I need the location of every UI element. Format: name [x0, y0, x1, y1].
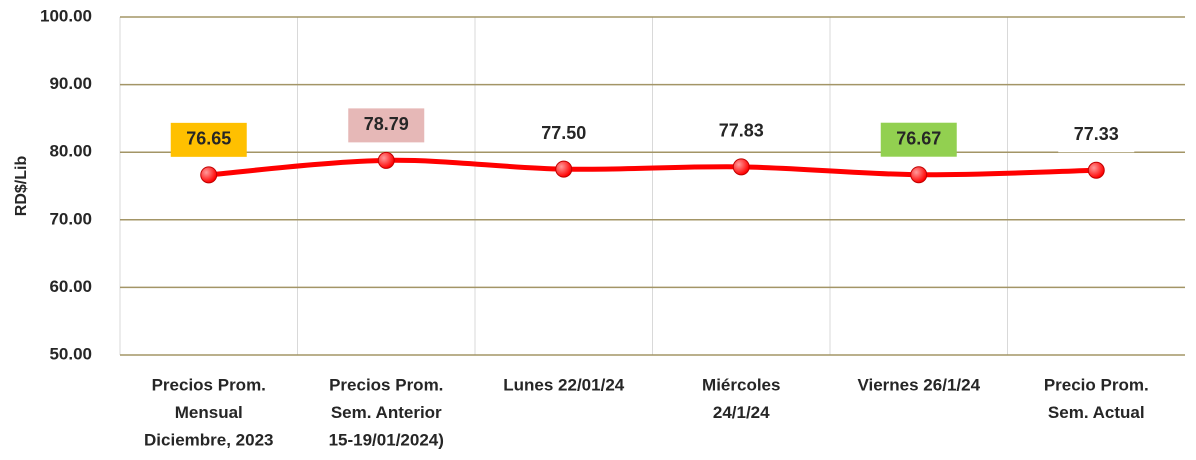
data-label: 77.33	[1074, 124, 1119, 144]
data-label: 78.79	[364, 114, 409, 134]
point-marker	[1087, 161, 1105, 179]
point-marker	[732, 158, 750, 176]
data-label-box	[703, 114, 780, 149]
data-label-box	[880, 122, 957, 157]
data-label: 77.83	[719, 121, 764, 141]
data-label: 76.67	[896, 128, 941, 148]
y-tick-label: 90.00	[49, 74, 92, 93]
point-marker	[200, 166, 218, 184]
x-tick-label: 15-19/01/2024)	[329, 430, 444, 449]
y-axis-title: RD$/Lib	[13, 156, 30, 217]
data-label-box	[170, 122, 247, 157]
x-tick-label: Precios Prom.	[329, 375, 443, 394]
x-tick-label: Sem. Actual	[1048, 403, 1145, 422]
x-tick-label: Precio Prom.	[1044, 375, 1149, 394]
x-tick-label: Miércoles	[702, 375, 780, 394]
x-tick-label: Viernes 26/1/24	[857, 375, 980, 394]
data-label-box	[525, 117, 602, 152]
y-tick-label: 50.00	[49, 344, 92, 363]
data-label: 76.65	[186, 129, 231, 149]
x-tick-label: Precios Prom.	[152, 375, 266, 394]
x-tick-label: Sem. Anterior	[331, 403, 442, 422]
x-tick-label: Lunes 22/01/24	[503, 375, 625, 394]
point-marker	[555, 160, 573, 178]
y-tick-label: 100.00	[40, 6, 92, 25]
y-tick-label: 60.00	[49, 277, 92, 296]
data-label-box	[348, 108, 425, 143]
y-tick-label: 80.00	[49, 142, 92, 161]
series-line	[206, 157, 1099, 178]
data-label-box	[1058, 118, 1135, 153]
x-tick-label: Mensual	[175, 403, 243, 422]
point-marker	[377, 151, 395, 169]
point-marker	[910, 166, 928, 184]
x-tick-label: 24/1/24	[713, 403, 770, 422]
y-tick-label: 70.00	[49, 209, 92, 228]
x-tick-label: Diciembre, 2023	[144, 430, 273, 449]
data-label: 77.50	[541, 123, 586, 143]
